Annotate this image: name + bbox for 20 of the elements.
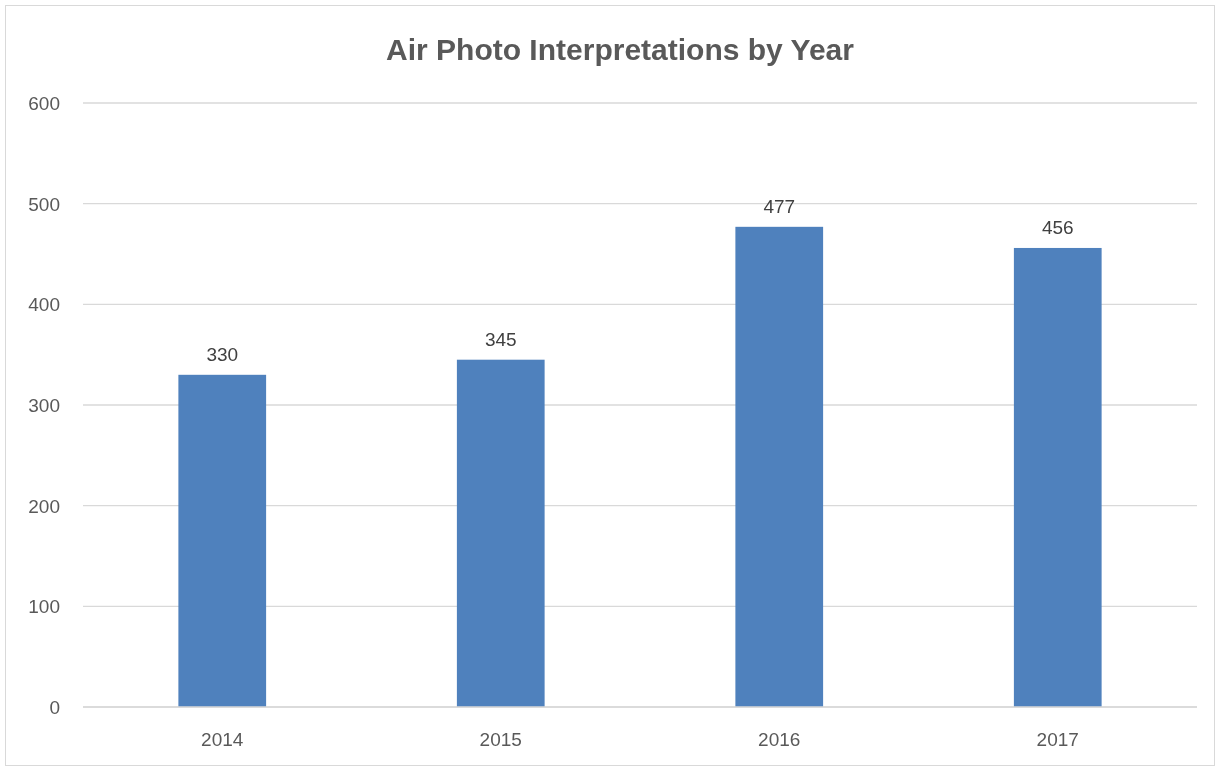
chart-title: Air Photo Interpretations by Year [386, 33, 855, 66]
data-label: 477 [763, 195, 796, 217]
x-tick-label: 2016 [758, 729, 801, 750]
data-label: 345 [484, 328, 517, 350]
y-tick-label: 200 [28, 495, 60, 517]
y-tick-label: 100 [28, 596, 60, 618]
y-tick-label: 600 [28, 93, 60, 114]
x-tick-label: 2014 [201, 729, 244, 750]
y-tick-label: 400 [28, 294, 60, 316]
y-tick-label: 0 [49, 697, 60, 718]
data-label: 330 [206, 343, 239, 365]
x-tick-label: 2015 [479, 729, 522, 750]
data-label: 456 [1041, 216, 1074, 238]
bar [1013, 247, 1102, 707]
bar [178, 374, 267, 707]
y-tick-label: 300 [28, 395, 60, 416]
x-tick-label: 2017 [1036, 729, 1079, 750]
bar [456, 359, 545, 707]
y-tick-label: 500 [28, 193, 60, 215]
bar [735, 226, 824, 707]
